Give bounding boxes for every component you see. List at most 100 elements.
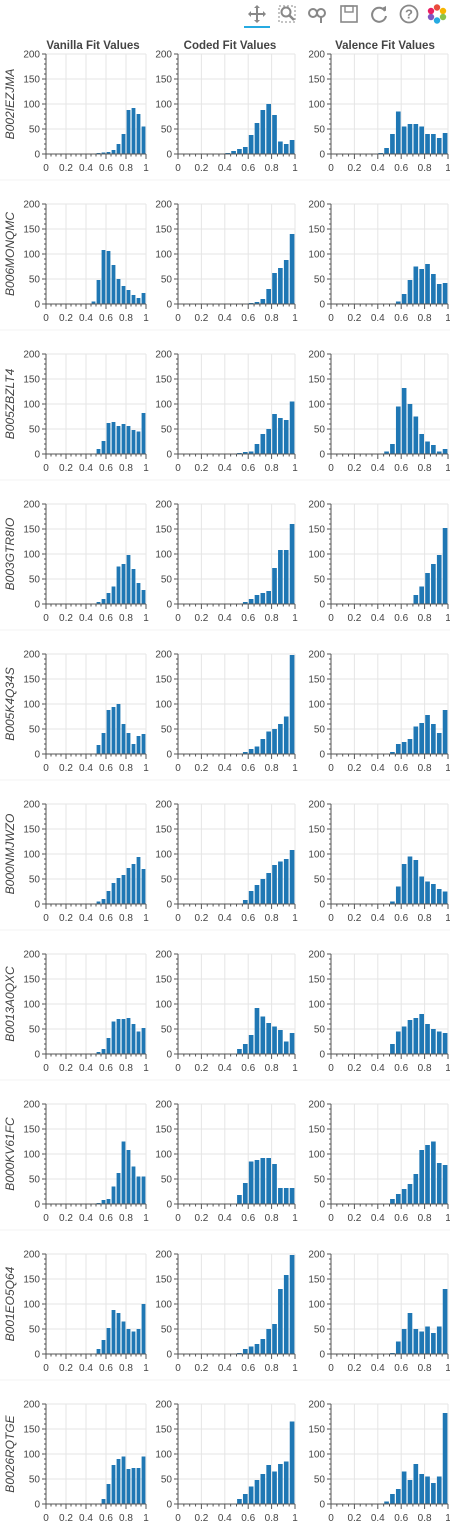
histogram-bar xyxy=(272,729,277,754)
y-tick-label: 100 xyxy=(155,1300,172,1311)
x-tick-label: 0.6 xyxy=(99,613,113,624)
histogram-bar xyxy=(436,1326,442,1354)
y-tick-label: 0 xyxy=(34,1500,40,1511)
bokeh-logo[interactable] xyxy=(426,3,448,25)
x-tick-label: 0 xyxy=(43,463,49,474)
box-zoom-icon xyxy=(278,5,296,23)
histogram-bar xyxy=(425,441,430,454)
y-tick-label: 200 xyxy=(23,500,40,511)
x-tick-label: 0.4 xyxy=(218,1363,232,1374)
x-tick-label: 0.4 xyxy=(218,1063,232,1074)
histogram-bar xyxy=(126,290,131,304)
histogram-bar xyxy=(101,733,106,754)
histogram-bar xyxy=(136,1176,141,1204)
y-tick-label: 100 xyxy=(308,100,325,111)
histogram-panel: 0 50 100 150 200 0 0.2 0.4 0.6 0.8 1 xyxy=(285,1079,450,1224)
x-tick-label: 0.2 xyxy=(194,313,208,324)
y-tick-label: 100 xyxy=(155,1450,172,1461)
x-tick-label: 0.4 xyxy=(79,1363,93,1374)
histogram-bar xyxy=(390,752,395,754)
histogram-bar xyxy=(260,299,266,304)
histogram-bar xyxy=(289,140,295,154)
y-tick-label: 150 xyxy=(23,975,40,986)
reset-tool[interactable] xyxy=(368,3,390,25)
help-tool[interactable]: ? xyxy=(398,3,420,25)
y-tick-label: 200 xyxy=(155,350,172,361)
x-tick-label: 0.4 xyxy=(218,1213,232,1224)
y-tick-label: 50 xyxy=(29,425,41,436)
histogram-panel: 0 50 100 150 200 0 0.2 0.4 0.6 0.8 1 xyxy=(132,929,299,1074)
y-tick-label: 100 xyxy=(23,550,40,561)
histogram-bar xyxy=(278,268,283,304)
histogram-bar xyxy=(272,1164,277,1204)
y-tick-label: 0 xyxy=(166,150,172,161)
x-tick-label: 0 xyxy=(328,1063,334,1074)
y-tick-label: 150 xyxy=(23,1125,40,1136)
y-tick-label: 0 xyxy=(166,750,172,761)
histogram-bar xyxy=(101,441,106,454)
histogram-bar xyxy=(401,294,407,304)
y-tick-label: 200 xyxy=(23,950,40,961)
y-tick-label: 0 xyxy=(34,900,40,911)
histogram-bar xyxy=(111,150,116,154)
histogram-bar xyxy=(289,655,295,754)
histogram-bar xyxy=(395,301,401,304)
y-tick-label: 50 xyxy=(29,875,41,886)
row-label: B0026RQTGE xyxy=(3,1414,17,1492)
histogram-bar xyxy=(283,1461,289,1504)
histogram-bar xyxy=(111,586,116,604)
histogram-bar xyxy=(116,1173,121,1204)
x-tick-label: 0.2 xyxy=(194,1213,208,1224)
y-tick-label: 200 xyxy=(155,200,172,211)
x-tick-label: 0.2 xyxy=(347,313,361,324)
x-tick-label: 0.2 xyxy=(59,1513,73,1524)
x-tick-label: 1 xyxy=(445,913,450,924)
x-tick-label: 0.4 xyxy=(371,163,385,174)
save-tool[interactable] xyxy=(338,3,360,25)
x-tick-label: 0.6 xyxy=(241,313,255,324)
histogram-bar xyxy=(116,1459,121,1504)
y-tick-label: 100 xyxy=(308,550,325,561)
wheel-zoom-tool[interactable] xyxy=(306,3,328,25)
pan-tool[interactable] xyxy=(244,3,270,28)
histogram-bar xyxy=(96,1349,101,1354)
histogram-bar xyxy=(248,599,254,604)
histogram-bar xyxy=(248,891,254,904)
histogram-bar xyxy=(121,1321,126,1354)
histogram-bar xyxy=(266,1158,271,1204)
box-zoom-tool[interactable] xyxy=(276,3,298,25)
histogram-bar xyxy=(425,1145,430,1204)
y-tick-label: 0 xyxy=(319,150,325,161)
histogram-bar xyxy=(289,524,295,604)
y-tick-label: 150 xyxy=(308,1125,325,1136)
x-tick-label: 0.2 xyxy=(59,1063,73,1074)
save-icon xyxy=(340,5,358,23)
histogram-bar xyxy=(283,1188,289,1204)
histogram-panel: 0 50 100 150 200 0 0.2 0.4 0.6 0.8 1 xyxy=(132,179,299,324)
x-tick-label: 0.2 xyxy=(59,163,73,174)
histogram-bar xyxy=(442,528,448,604)
x-tick-label: 0.2 xyxy=(194,1363,208,1374)
y-tick-label: 200 xyxy=(155,650,172,661)
histogram-bar xyxy=(248,1346,254,1354)
histogram-bar xyxy=(121,134,126,154)
y-tick-label: 200 xyxy=(23,650,40,661)
row-label: B005ZBZLT4 xyxy=(3,368,17,439)
x-tick-label: 0.2 xyxy=(347,463,361,474)
x-tick-label: 1 xyxy=(292,613,298,624)
y-tick-label: 50 xyxy=(29,1175,41,1186)
x-tick-label: 0.8 xyxy=(119,463,133,474)
histogram-bar xyxy=(141,1028,146,1054)
histogram-bar xyxy=(431,724,436,754)
x-tick-label: 0.8 xyxy=(418,1213,432,1224)
y-tick-label: 0 xyxy=(319,1500,325,1511)
histogram-bar xyxy=(419,1014,424,1054)
histogram-bar xyxy=(266,1023,271,1054)
histogram-bar xyxy=(407,856,413,904)
x-tick-label: 0 xyxy=(175,1213,181,1224)
row-label: B001EO5Q64 xyxy=(3,1266,17,1341)
x-tick-label: 1 xyxy=(143,913,149,924)
y-tick-label: 50 xyxy=(29,125,41,136)
x-tick-label: 0 xyxy=(175,463,181,474)
x-tick-label: 0.8 xyxy=(265,313,279,324)
